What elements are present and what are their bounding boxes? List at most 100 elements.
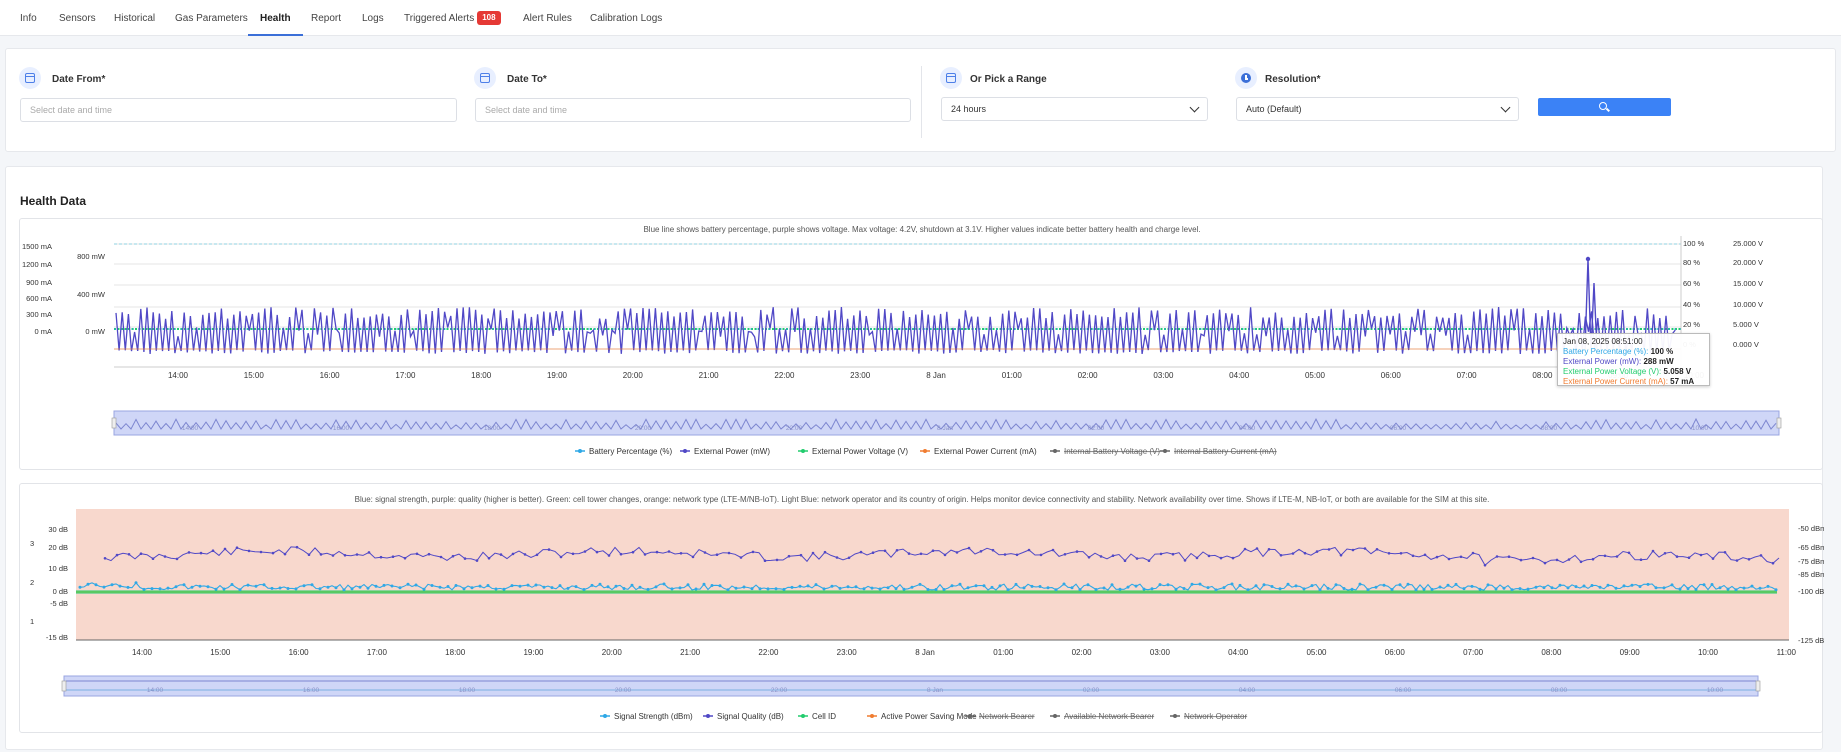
strength-point	[166, 586, 170, 590]
strength-point	[342, 588, 346, 592]
strength-point	[678, 586, 682, 590]
range-icon-wrap	[940, 67, 962, 89]
strength-point	[1646, 582, 1650, 586]
strength-point	[142, 587, 146, 591]
legend-item[interactable]: Signal Strength (dBm)	[614, 712, 693, 721]
strength-point	[1246, 588, 1250, 592]
strength-point	[238, 588, 242, 592]
navigator-tick: 08:00	[1551, 687, 1568, 694]
legend-item[interactable]: External Power (mW)	[694, 447, 770, 456]
tab-triggered-alerts[interactable]: Triggered Alerts 108	[404, 0, 501, 36]
quality-point	[1543, 561, 1547, 565]
legend-item[interactable]: Cell ID	[812, 712, 836, 721]
strength-point	[1622, 584, 1626, 588]
y-tick-current: 300 mA	[26, 310, 52, 319]
tab-health[interactable]: Health	[248, 0, 303, 36]
strength-point	[222, 587, 226, 591]
x-tick-label: 15:00	[210, 648, 231, 657]
legend-item[interactable]: Internal Battery Voltage (V)	[1064, 447, 1160, 456]
strength-point	[1318, 588, 1322, 592]
x-tick-label: 18:00	[471, 371, 492, 380]
legend-item[interactable]: External Power Current (mA)	[934, 447, 1037, 456]
tab-report[interactable]: Report	[311, 0, 341, 36]
quality-point	[1759, 554, 1763, 557]
legend-item[interactable]: External Power Voltage (V)	[812, 447, 908, 456]
legend-item[interactable]: Network Bearer	[979, 712, 1035, 721]
strength-point	[254, 584, 258, 588]
tab-historical[interactable]: Historical	[114, 0, 155, 36]
quality-point	[1675, 555, 1679, 558]
chart-description: Blue line shows battery percentage, purp…	[643, 225, 1200, 234]
strength-point	[1254, 584, 1258, 588]
date-to-input[interactable]	[475, 98, 911, 122]
quality-point	[1459, 555, 1463, 559]
legend-item[interactable]: Active Power Saving Mode	[881, 712, 977, 721]
tab-info[interactable]: Info	[20, 0, 37, 36]
strength-point	[286, 587, 290, 590]
strength-point	[1142, 587, 1146, 591]
navigator-tick: 22:00	[786, 425, 803, 432]
strength-point	[1686, 587, 1690, 591]
quality-point	[163, 555, 167, 558]
quality-point	[247, 549, 251, 553]
strength-point	[1734, 588, 1738, 592]
strength-point	[654, 585, 658, 589]
search-button[interactable]	[1538, 98, 1671, 116]
y-tick-current: 1500 mA	[22, 242, 52, 251]
quality-point	[1579, 560, 1583, 564]
tab-logs[interactable]: Logs	[362, 0, 384, 36]
quality-point	[631, 550, 635, 554]
navigator-handle-right	[1755, 680, 1761, 692]
tooltip-row-name: External Power (mW):	[1563, 357, 1642, 366]
tab-gas-parameters[interactable]: Gas Parameters	[175, 0, 248, 36]
legend-item[interactable]: Battery Percentage (%)	[589, 447, 672, 456]
quality-point	[1171, 552, 1175, 556]
quality-point	[499, 553, 503, 556]
quality-point	[1555, 558, 1559, 562]
y-tick-percent: 20 %	[1683, 320, 1700, 329]
strength-point	[398, 586, 402, 590]
legend-marker	[1163, 449, 1167, 453]
chart-tooltip: Jan 08, 2025 08:51:00 Battery Percentage…	[1557, 333, 1710, 386]
quality-point	[979, 550, 983, 553]
quality-point	[367, 551, 371, 554]
y-tick-dbm: -125 dBm	[1798, 636, 1824, 645]
quality-point	[967, 546, 971, 550]
legend-item[interactable]: Network Operator	[1184, 712, 1247, 721]
quality-point	[1195, 556, 1199, 560]
legend-item[interactable]: Available Network Bearer	[1064, 712, 1154, 721]
strength-point	[1310, 584, 1314, 588]
strength-point	[422, 587, 426, 591]
tab-sensors[interactable]: Sensors	[59, 0, 96, 36]
tab-calibration-logs[interactable]: Calibration Logs	[590, 0, 662, 36]
strength-point	[1118, 587, 1122, 591]
date-from-input[interactable]	[20, 98, 457, 122]
tab-label: Health	[260, 13, 291, 24]
y-tick-dbm: -50 dBm	[1798, 524, 1824, 533]
tooltip-row-value: 57 mA	[1670, 377, 1695, 386]
tab-alert-rules[interactable]: Alert Rules	[523, 0, 572, 36]
x-tick-label: 03:00	[1150, 648, 1171, 657]
quality-point	[1099, 555, 1103, 558]
strength-point	[838, 586, 842, 590]
navigator-tick: 16:00	[333, 425, 350, 432]
strength-point	[510, 584, 514, 588]
strength-point	[1510, 588, 1514, 592]
quality-point	[1051, 548, 1055, 552]
quality-point	[1015, 553, 1019, 557]
quality-point	[991, 548, 995, 552]
legend-item[interactable]: Internal Battery Current (mA)	[1174, 447, 1277, 456]
quality-point	[1243, 547, 1247, 551]
quality-point	[379, 555, 383, 559]
quality-point	[343, 554, 347, 557]
strength-point	[1078, 588, 1082, 592]
strength-point	[1030, 584, 1034, 588]
resolution-select[interactable]: Auto (Default)	[1236, 97, 1519, 121]
strength-point	[262, 583, 266, 587]
tab-label: Report	[311, 13, 342, 24]
quality-point	[1159, 552, 1163, 556]
range-select[interactable]: 24 hours	[941, 97, 1208, 121]
legend-item[interactable]: Signal Quality (dB)	[717, 712, 784, 721]
strength-point	[958, 582, 962, 586]
quality-point	[847, 556, 851, 560]
